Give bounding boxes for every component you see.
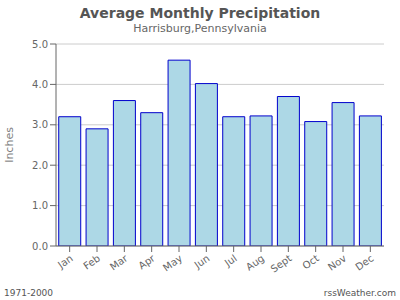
svg-text:Jun: Jun	[192, 252, 212, 271]
svg-text:Mar: Mar	[108, 252, 130, 272]
svg-text:3.0: 3.0	[32, 119, 48, 130]
html-text:Harrisburg,Pennsylvania: Harrisburg,Pennsylvania	[133, 22, 267, 35]
html-text:Average Monthly Precipitation: Average Monthly Precipitation	[79, 5, 321, 21]
svg-text:0.0: 0.0	[32, 241, 48, 252]
svg-text:4.0: 4.0	[32, 79, 48, 90]
svg-text:Apr: Apr	[136, 252, 157, 271]
svg-text:Dec: Dec	[353, 252, 375, 272]
svg-text:Feb: Feb	[81, 252, 102, 271]
svg-text:May: May	[161, 252, 184, 273]
html-text:1971-2000: 1971-2000	[4, 288, 54, 298]
svg-text:2.0: 2.0	[32, 160, 48, 171]
svg-text:Oct: Oct	[300, 252, 321, 271]
svg-text:5.0: 5.0	[32, 39, 48, 50]
svg-text:Jul: Jul	[222, 252, 239, 269]
svg-text:Inches: Inches	[8, 127, 16, 163]
svg-text:Aug: Aug	[244, 252, 266, 272]
svg-text:Nov: Nov	[326, 252, 348, 272]
html-text:rssWeather.com: rssWeather.com	[323, 288, 396, 298]
svg-text:Sept: Sept	[269, 252, 294, 274]
svg-text:1.0: 1.0	[32, 200, 48, 211]
svg-text:Jan: Jan	[55, 252, 75, 270]
